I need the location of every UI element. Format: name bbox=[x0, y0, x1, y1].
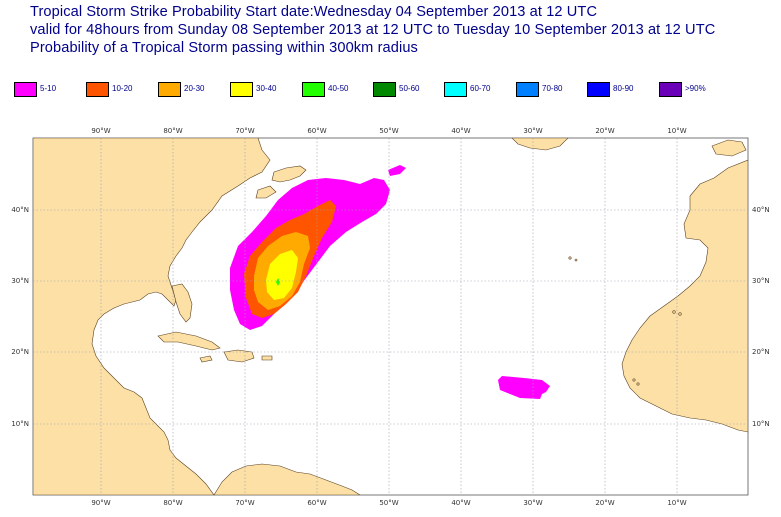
lat-label: 20°N bbox=[752, 348, 770, 356]
newfoundland bbox=[271, 165, 307, 183]
title-line-1: Tropical Storm Strike Probability Start … bbox=[30, 4, 598, 20]
lon-label: 60°W bbox=[307, 499, 326, 507]
prob-5-10-tail bbox=[388, 165, 406, 176]
legend-swatch bbox=[14, 82, 37, 97]
legend-swatch bbox=[444, 82, 467, 97]
legend-label: 50-60 bbox=[399, 84, 420, 93]
legend-label: 20-30 bbox=[184, 84, 205, 93]
lat-labels-right: 40°N 30°N 20°N 10°N bbox=[752, 206, 770, 428]
florida bbox=[171, 283, 193, 323]
graticule bbox=[33, 138, 748, 495]
canary-islands bbox=[672, 310, 676, 314]
legend-label: 60-70 bbox=[470, 84, 491, 93]
lat-label: 30°N bbox=[752, 277, 770, 285]
lon-label: 70°W bbox=[235, 499, 254, 507]
lon-label: 70°W bbox=[235, 127, 254, 135]
lat-label: 30°N bbox=[11, 277, 29, 285]
lon-label: 40°W bbox=[451, 127, 470, 135]
azores bbox=[568, 256, 572, 260]
lon-labels-top: 90°W 80°W 70°W 60°W 50°W 40°W 30°W 20°W … bbox=[91, 127, 686, 135]
lat-label: 10°N bbox=[752, 420, 770, 428]
lon-labels-bottom: 90°W 80°W 70°W 60°W 50°W 40°W 30°W 20°W … bbox=[91, 499, 686, 507]
prob-40-50 bbox=[276, 278, 280, 286]
prob-30-40 bbox=[266, 250, 298, 300]
lon-label: 30°W bbox=[523, 127, 542, 135]
cape-verde bbox=[632, 378, 636, 382]
legend-label: 5-10 bbox=[40, 84, 57, 93]
lon-label: 50°W bbox=[379, 127, 398, 135]
lon-label: 30°W bbox=[523, 499, 542, 507]
title-line-2: valid for 48hours from Sunday 08 Septemb… bbox=[30, 22, 716, 38]
legend-label: 80-90 bbox=[613, 84, 634, 93]
legend-swatch bbox=[587, 82, 610, 97]
legend-swatch bbox=[373, 82, 396, 97]
south-america bbox=[213, 463, 361, 495]
legend-label: 30-40 bbox=[256, 84, 277, 93]
lon-label: 40°W bbox=[451, 499, 470, 507]
title-line-3: Probability of a Tropical Storm passing … bbox=[30, 40, 418, 56]
lon-label: 80°W bbox=[163, 127, 182, 135]
legend-swatch bbox=[302, 82, 325, 97]
hispaniola bbox=[223, 349, 255, 363]
legend-swatch bbox=[86, 82, 109, 97]
lon-label: 20°W bbox=[595, 127, 614, 135]
iceland bbox=[711, 139, 747, 157]
lon-label: 10°W bbox=[667, 499, 686, 507]
lon-label: 60°W bbox=[307, 127, 326, 135]
legend-swatch bbox=[516, 82, 539, 97]
lat-labels-left: 40°N 30°N 20°N 10°N bbox=[11, 206, 29, 428]
lat-label: 10°N bbox=[11, 420, 29, 428]
canary-islands bbox=[678, 312, 682, 316]
lat-label: 40°N bbox=[11, 206, 29, 214]
legend-swatch bbox=[659, 82, 682, 97]
lon-label: 20°W bbox=[595, 499, 614, 507]
europe-africa bbox=[621, 159, 748, 433]
legend-label: >90% bbox=[685, 84, 706, 93]
lat-label: 20°N bbox=[11, 348, 29, 356]
lat-label: 40°N bbox=[752, 206, 770, 214]
lon-label: 90°W bbox=[91, 499, 110, 507]
north-america bbox=[33, 138, 271, 495]
lon-label: 80°W bbox=[163, 499, 182, 507]
cuba bbox=[157, 331, 221, 351]
legend-label: 40-50 bbox=[328, 84, 349, 93]
jamaica bbox=[199, 355, 213, 363]
nova-scotia bbox=[255, 185, 277, 199]
prob-5-10-east bbox=[498, 376, 550, 399]
puerto-rico bbox=[261, 355, 273, 361]
greenland bbox=[511, 138, 569, 151]
cape-verde bbox=[636, 382, 640, 386]
legend-swatch bbox=[230, 82, 253, 97]
lon-label: 10°W bbox=[667, 127, 686, 135]
legend-label: 70-80 bbox=[542, 84, 563, 93]
azores bbox=[574, 258, 578, 262]
legend-swatch bbox=[158, 82, 181, 97]
lon-label: 90°W bbox=[91, 127, 110, 135]
lon-label: 50°W bbox=[379, 499, 398, 507]
legend-label: 10-20 bbox=[112, 84, 133, 93]
